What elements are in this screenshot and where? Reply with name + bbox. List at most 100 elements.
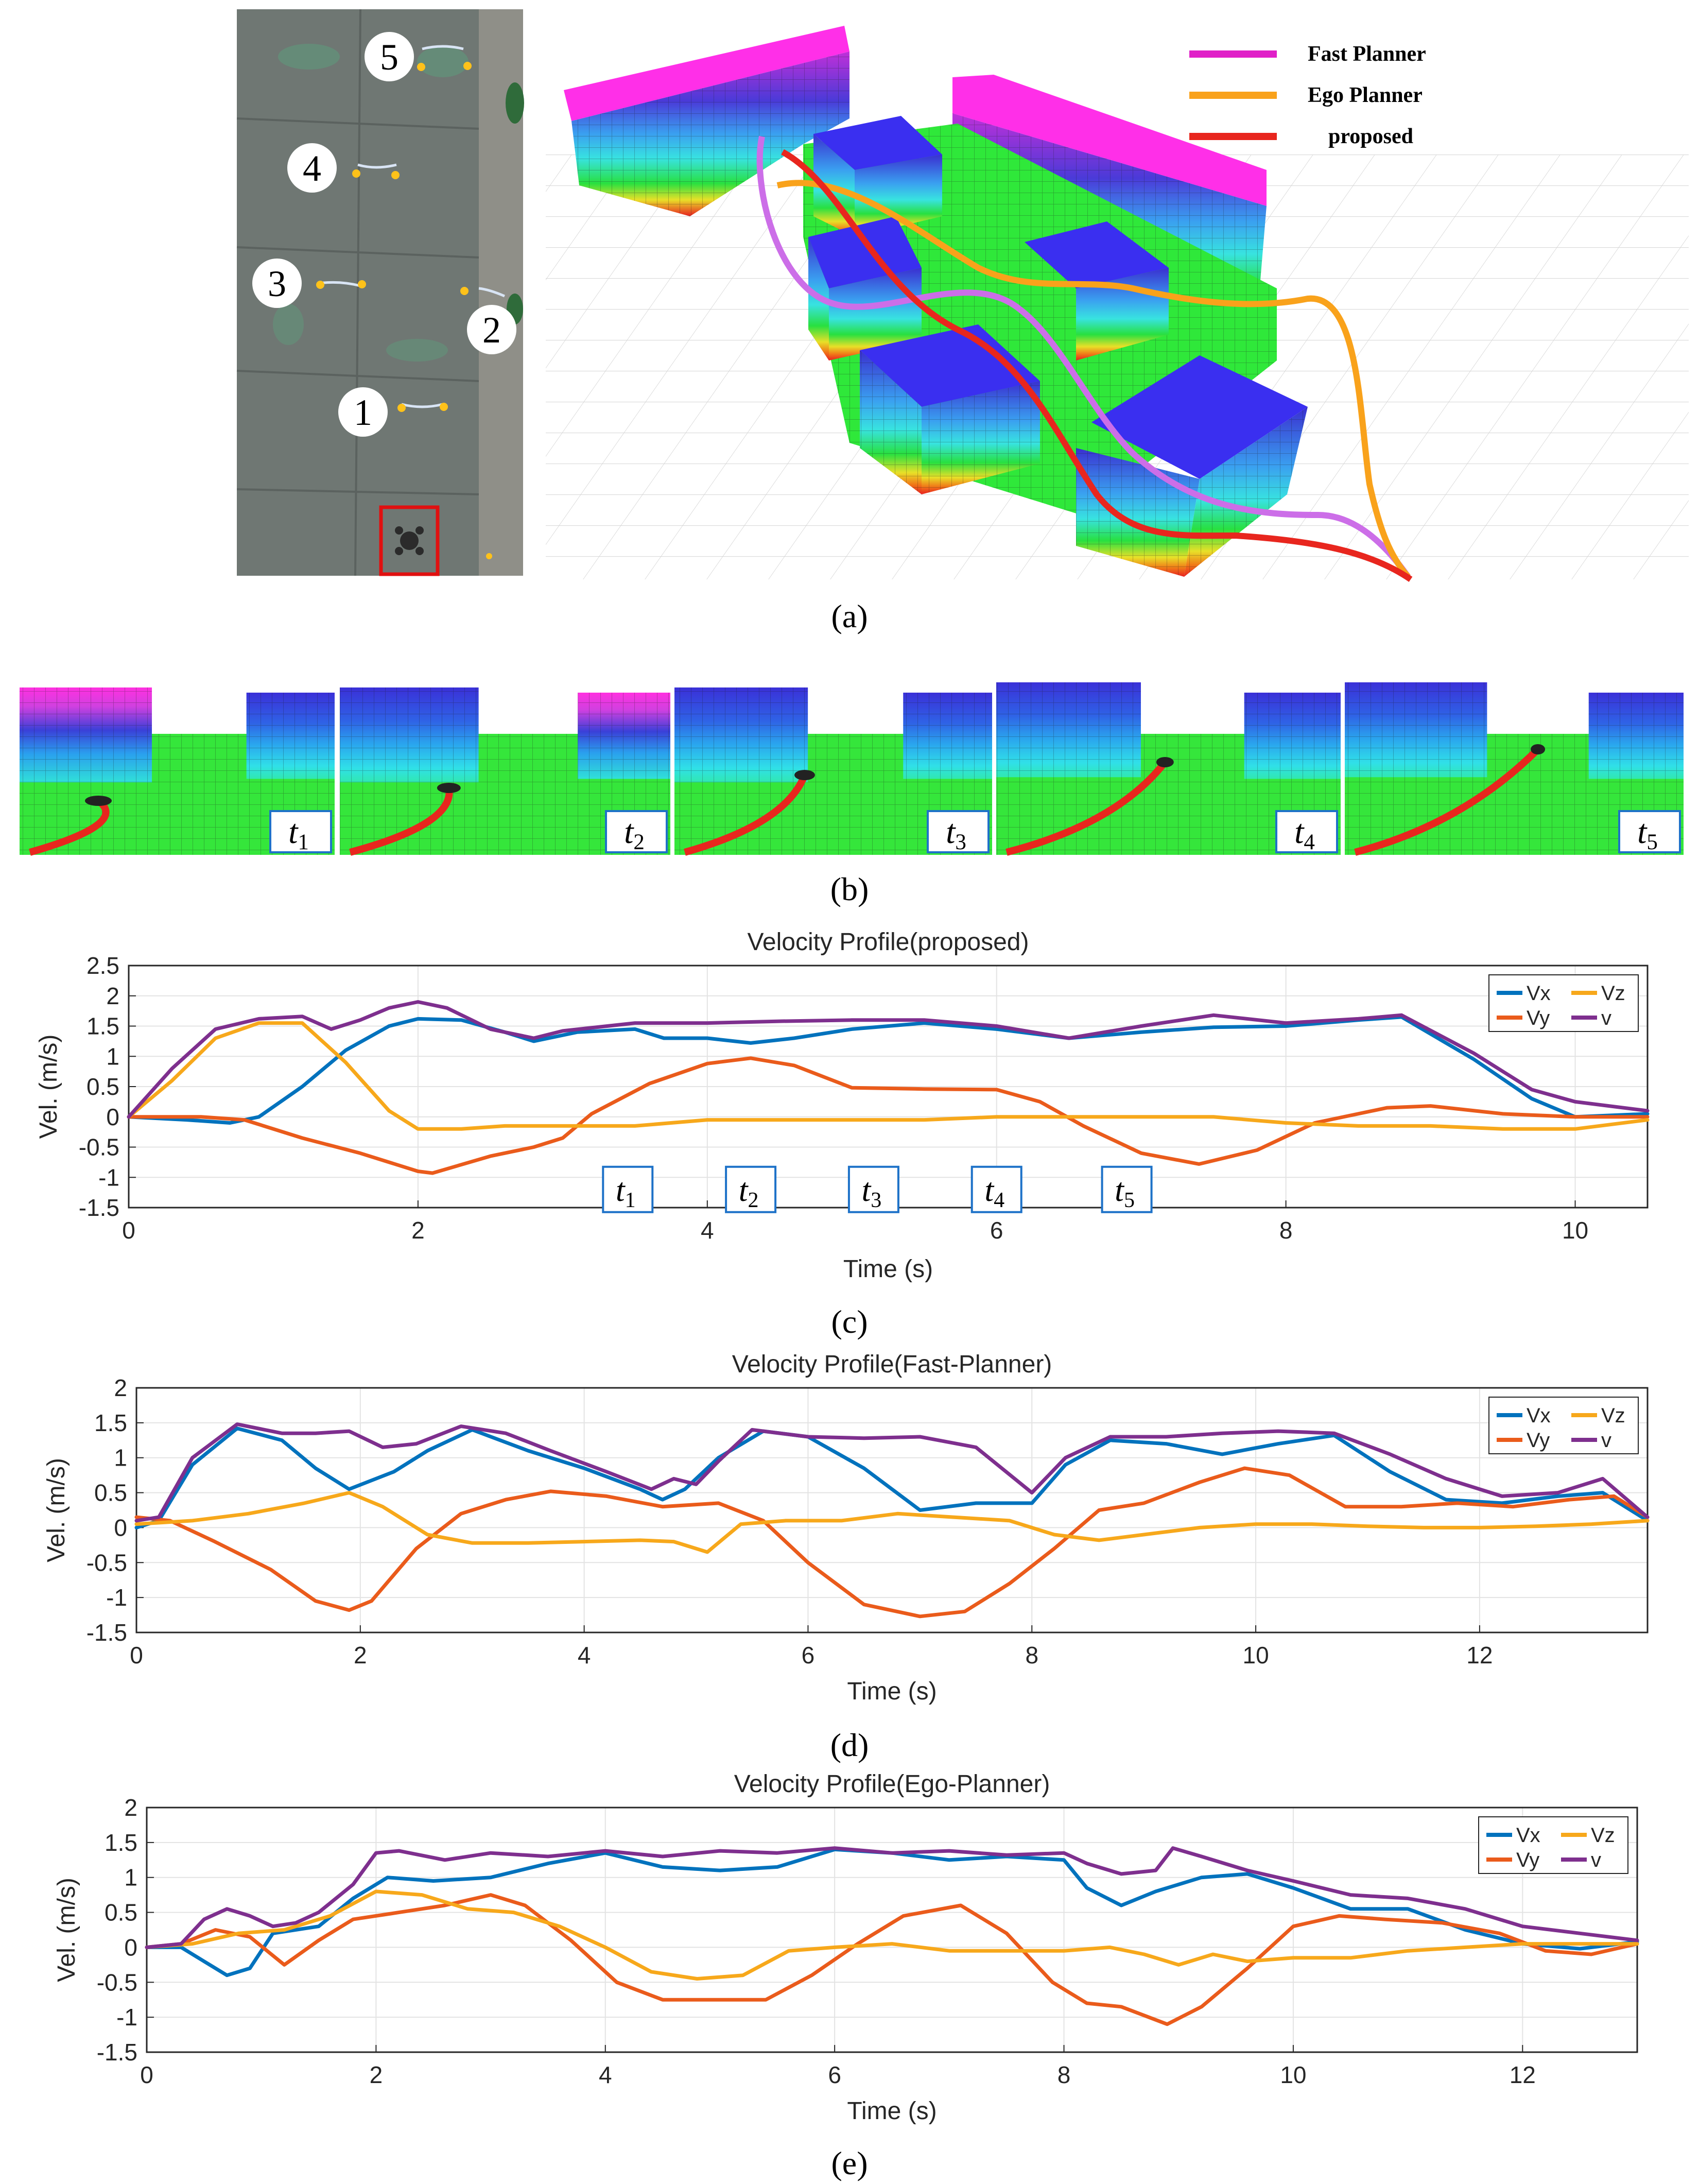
x-tick-label: 4 xyxy=(599,2061,612,2088)
chart-title: Velocity Profile(Fast-Planner) xyxy=(732,1351,1052,1378)
svg-text:3: 3 xyxy=(268,263,286,304)
time-label-2: t2 xyxy=(624,813,645,854)
time-label-box xyxy=(269,810,332,853)
svg-text:proposed: proposed xyxy=(1328,125,1413,148)
panel-label: (a) xyxy=(831,598,868,634)
x-axis-label: Time (s) xyxy=(843,1256,933,1283)
y-tick-label: 2 xyxy=(124,1794,137,1821)
time-label-box xyxy=(927,810,990,853)
sim-frame-2: t2 xyxy=(340,687,670,856)
drone-icon xyxy=(395,526,424,555)
svg-text:4: 4 xyxy=(303,148,321,189)
svg-text:Ego Planner: Ego Planner xyxy=(1308,83,1423,107)
time-marker-2: t2 xyxy=(725,1165,777,1213)
x-tick-label: 4 xyxy=(578,1642,591,1669)
x-tick-label: 0 xyxy=(122,1217,135,1244)
x-tick-label: 12 xyxy=(1466,1642,1493,1669)
series-line-Vz xyxy=(145,1889,1639,1981)
y-tick-label: 0 xyxy=(124,1934,137,1961)
sim-trajectory xyxy=(29,798,110,856)
svg-text:5: 5 xyxy=(380,37,398,78)
drone-icon xyxy=(437,783,461,793)
x-tick-label: 6 xyxy=(990,1217,1003,1244)
panel-label: (b) xyxy=(830,871,869,907)
panel-label: (e) xyxy=(831,2145,868,2181)
y-axis-label: Vel. (m/s) xyxy=(43,1458,70,1562)
chart-ego-planner: -1.5 -1 -0.5 0 0.5 1 1.5 2 0 2 4 6 8 10 12 Vx Vz Vy v Veloc… xyxy=(53,1770,1639,2181)
y-tick-label: 1.5 xyxy=(105,1829,137,1856)
time-label-box xyxy=(1618,810,1681,853)
series-line-Vy xyxy=(127,1056,1650,1175)
x-tick-label: 0 xyxy=(140,2061,153,2088)
trajectory-proposed xyxy=(781,149,1413,582)
time-marker-label: t3 xyxy=(862,1172,882,1212)
drone-icon xyxy=(794,770,815,780)
panel-b: t1 t2 t3 t4 t5 xyxy=(20,682,1684,856)
chart-fast-planner: -1.5 -1 -0.5 0 0.5 1 1.5 2 0 2 4 6 8 10 12 Vx Vz Vy v Veloc… xyxy=(43,1351,1650,1763)
y-tick-label: 1 xyxy=(124,1864,137,1891)
time-label-1: t1 xyxy=(288,813,309,854)
time-marker-box xyxy=(602,1165,654,1213)
y-tick-label: 2 xyxy=(106,983,119,1009)
legend-label-Vy: Vy xyxy=(1527,1007,1550,1029)
y-axis-label: Vel. (m/s) xyxy=(53,1878,80,1982)
y-tick-label: 0.5 xyxy=(105,1899,137,1926)
legend-label-Vx: Vx xyxy=(1527,982,1551,1005)
svg-text:1: 1 xyxy=(354,392,372,433)
time-marker-box xyxy=(970,1165,1022,1213)
plot-frame xyxy=(135,1387,1649,1633)
x-tick-label: 6 xyxy=(828,2061,841,2088)
y-tick-label: -1.5 xyxy=(79,1194,119,1221)
voxel-map-3d: Fast Planner Ego Planner proposed xyxy=(546,26,1689,582)
svg-text:2: 2 xyxy=(482,309,501,351)
legend-label-Vx: Vx xyxy=(1516,1824,1540,1847)
sim-trajectory xyxy=(684,773,808,856)
y-tick-label: 2.5 xyxy=(86,952,119,979)
time-label-3: t3 xyxy=(946,813,966,854)
y-tick-label: 1 xyxy=(106,1043,119,1070)
y-tick-label: 2 xyxy=(114,1374,127,1401)
voxel-block xyxy=(860,324,1040,494)
x-tick-label: 4 xyxy=(701,1217,714,1244)
gate-marker-2: 2 xyxy=(467,305,516,354)
time-label-5: t5 xyxy=(1637,813,1658,854)
trajectory-fast-planner xyxy=(756,135,1411,579)
sim-frame-4: t4 xyxy=(996,682,1341,856)
legend-label-Vy: Vy xyxy=(1516,1849,1539,1871)
x-tick-label: 8 xyxy=(1057,2061,1071,2088)
y-tick-label: -1 xyxy=(116,2004,137,2031)
gate-marker-5: 5 xyxy=(365,32,414,81)
legend-label-Vx: Vx xyxy=(1527,1404,1551,1427)
legend-box xyxy=(1478,1816,1628,1874)
legend-label-Vz: Vz xyxy=(1591,1824,1615,1847)
time-marker-box xyxy=(725,1165,777,1213)
legend-label-Vy: Vy xyxy=(1527,1429,1550,1452)
sim-frame-3: t3 xyxy=(674,687,992,856)
time-marker-1: t1 xyxy=(602,1165,654,1213)
panel-label: (d) xyxy=(830,1727,869,1763)
aerial-photo: 1 2 3 4 5 xyxy=(236,9,524,576)
time-label-box xyxy=(1275,810,1338,853)
chart-legend: Vx Vz Vy v xyxy=(1478,1816,1628,1874)
x-tick-label: 2 xyxy=(370,2061,383,2088)
x-tick-label: 2 xyxy=(354,1642,367,1669)
y-tick-label: -1 xyxy=(98,1164,119,1191)
sim-trajectory xyxy=(349,787,453,856)
y-tick-label: 0 xyxy=(106,1104,119,1130)
x-axis-label: Time (s) xyxy=(847,1678,937,1705)
sim-frame-1: t1 xyxy=(20,687,335,856)
x-tick-label: 12 xyxy=(1510,2061,1536,2088)
sim-trajectory xyxy=(1354,747,1541,856)
time-label-4: t4 xyxy=(1294,813,1315,854)
chart-legend: Vx Vz Vy v xyxy=(1488,974,1639,1032)
series-line-v xyxy=(127,1000,1650,1119)
y-tick-label: 0.5 xyxy=(86,1073,119,1100)
legend-item-ego-planner: Ego Planner xyxy=(1189,83,1423,107)
x-tick-label: 10 xyxy=(1242,1642,1269,1669)
y-tick-label: -1.5 xyxy=(86,1619,127,1646)
plot-frame xyxy=(146,1807,1638,2053)
time-marker-label: t5 xyxy=(1115,1172,1135,1212)
gate-markers: 1 2 3 4 5 xyxy=(252,32,516,437)
chart-title: Velocity Profile(proposed) xyxy=(748,928,1029,956)
